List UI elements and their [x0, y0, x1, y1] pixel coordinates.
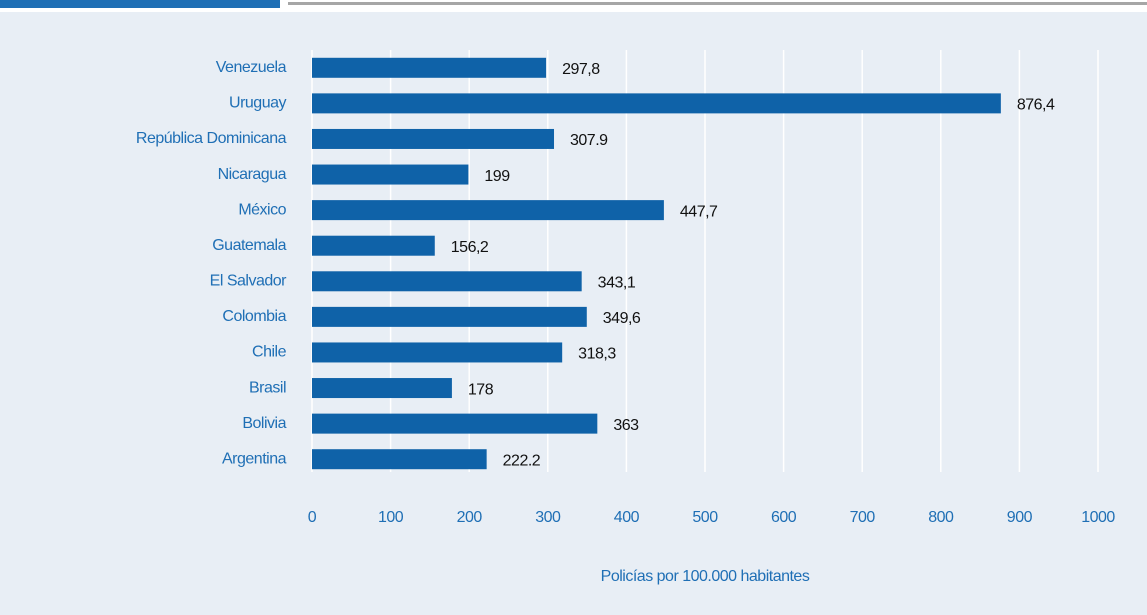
value-label: 318,3: [578, 346, 616, 363]
x-tick-label: 400: [614, 509, 640, 526]
x-tick-label: 500: [692, 509, 718, 526]
x-tick-label: 300: [535, 509, 561, 526]
x-tick-label: 700: [850, 509, 876, 526]
bar: [312, 306, 587, 327]
value-label: 199: [484, 168, 510, 185]
header-accent: [0, 0, 280, 8]
value-label: 178: [468, 381, 494, 398]
value-label: 363: [613, 417, 639, 434]
value-label: 222.2: [503, 452, 541, 469]
value-label: 876,4: [1017, 97, 1055, 114]
value-label: 447,7: [680, 203, 718, 220]
y-tick-label: México: [238, 201, 286, 218]
bar: [312, 164, 469, 185]
value-label: 349,6: [603, 310, 641, 327]
x-tick-label: 800: [928, 509, 954, 526]
bar: [312, 200, 664, 221]
y-tick-label: Guatemala: [212, 237, 286, 254]
bar: [312, 128, 555, 149]
x-tick-label: 0: [308, 509, 317, 526]
header-rule: [288, 2, 1147, 5]
y-tick-label: Venezuela: [216, 59, 287, 76]
bar: [312, 342, 563, 363]
value-label: 307.9: [570, 132, 608, 149]
bar: [312, 378, 452, 399]
value-label: 343,1: [598, 275, 636, 292]
x-tick-label: 200: [457, 509, 483, 526]
y-tick-label: Argentina: [222, 450, 287, 467]
bar: [312, 413, 598, 434]
y-tick-label: República Dominicana: [136, 130, 287, 147]
value-label: 156,2: [451, 239, 489, 256]
y-tick-label: Chile: [252, 344, 287, 361]
bar: [312, 57, 547, 78]
x-tick-label: 600: [771, 509, 797, 526]
bar: [312, 93, 1001, 114]
bar: [312, 235, 435, 256]
x-axis-label: Policías por 100.000 habitantes: [601, 568, 810, 585]
bar: [312, 271, 582, 292]
x-tick-label: 900: [1007, 509, 1033, 526]
x-tick-label: 100: [378, 509, 404, 526]
y-tick-label: Bolivia: [242, 415, 286, 432]
bar: [312, 449, 487, 470]
y-tick-label: Colombia: [222, 308, 286, 325]
x-tick-label: 1000: [1081, 509, 1115, 526]
y-tick-label: Brasil: [249, 379, 286, 396]
y-tick-label: Nicaragua: [218, 166, 287, 183]
y-tick-label: Uruguay: [229, 95, 286, 112]
y-tick-label: El Salvador: [210, 273, 287, 290]
value-label: 297,8: [562, 61, 600, 78]
